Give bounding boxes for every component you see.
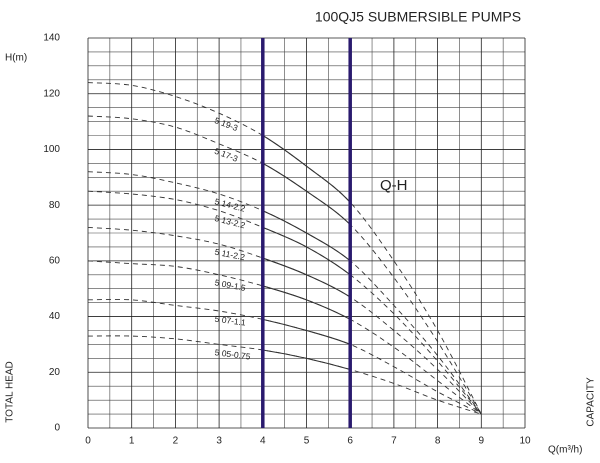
x-axis-title: CAPACITY [586, 377, 597, 427]
curve-solid [262, 349, 351, 371]
y-tick-label: 80 [49, 200, 61, 211]
curve-label: 5 19-3 [213, 115, 239, 133]
x-tick-label: 7 [391, 436, 397, 447]
x-tick-label: 3 [216, 436, 222, 447]
x-tick-label: 10 [519, 436, 531, 447]
curve-label: 5 14-2.2 [214, 196, 247, 213]
x-tick-label: 6 [347, 436, 353, 447]
x-label: Q(m³/h) [548, 445, 582, 456]
curve-label: 5 07-1.1 [214, 314, 246, 328]
curve-solid [262, 162, 351, 226]
x-tick-label: 2 [173, 436, 179, 447]
y-tick-label: 20 [49, 367, 61, 378]
y-tick-label: 0 [54, 423, 60, 434]
x-tick-label: 5 [304, 436, 310, 447]
y-label: H(m) [5, 53, 27, 64]
curve-label: 5 13-2.2 [214, 213, 247, 230]
y-axis-title: TOTAL HEAD [5, 361, 16, 423]
x-tick-label: 4 [260, 436, 266, 447]
curve-label: 5 17-3 [213, 146, 239, 164]
y-tick-label: 140 [43, 33, 60, 44]
x-tick-label: 0 [85, 436, 91, 447]
curve-solid [262, 135, 351, 203]
curve-solid [262, 226, 351, 276]
y-tick-label: 100 [43, 144, 60, 155]
x-tick-label: 1 [129, 436, 135, 447]
curve-solid [262, 210, 351, 262]
curve-dashed [87, 335, 482, 415]
curve-solid [262, 285, 351, 320]
y-tick-label: 120 [43, 88, 60, 99]
curve-solid [262, 318, 351, 345]
curve-solid [262, 257, 351, 298]
x-tick-label: 9 [479, 436, 485, 447]
chart-title: 100QJ5 SUBMERSIBLE PUMPS [315, 9, 521, 25]
annotation: Q-H [380, 177, 408, 194]
x-tick-label: 8 [435, 436, 441, 447]
y-tick-label: 40 [49, 311, 61, 322]
y-tick-label: 60 [49, 255, 61, 266]
curve-label: 5 05-0.75 [214, 347, 251, 361]
